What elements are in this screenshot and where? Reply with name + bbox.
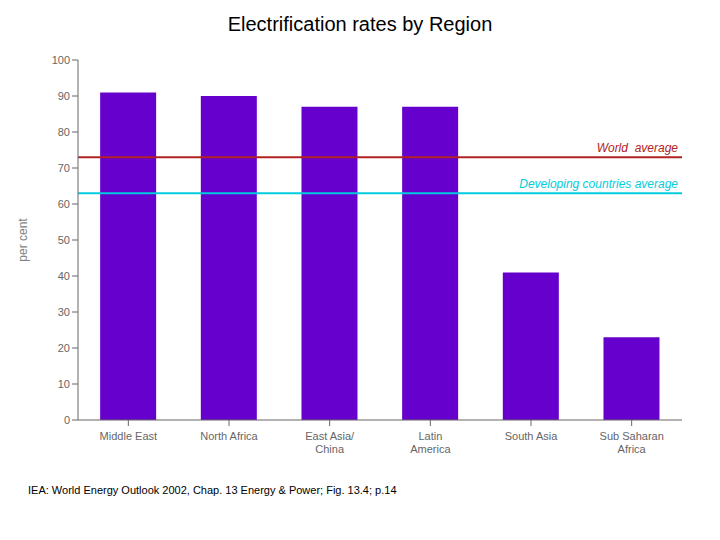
svg-text:LatinAmerica: LatinAmerica bbox=[410, 430, 451, 455]
svg-text:80: 80 bbox=[58, 126, 70, 138]
svg-text:10: 10 bbox=[58, 378, 70, 390]
svg-text:North Africa: North Africa bbox=[200, 430, 258, 442]
svg-text:70: 70 bbox=[58, 162, 70, 174]
svg-text:East Asia/China: East Asia/China bbox=[305, 430, 355, 455]
svg-text:100: 100 bbox=[52, 54, 70, 66]
svg-text:South Asia: South Asia bbox=[505, 430, 558, 442]
svg-text:0: 0 bbox=[64, 414, 70, 426]
svg-text:60: 60 bbox=[58, 198, 70, 210]
svg-text:Developing countries average: Developing countries average bbox=[519, 177, 678, 191]
html-text:IEA: World Energy Outlook 2002: IEA: World Energy Outlook 2002, Chap. 13… bbox=[28, 484, 397, 496]
html-text:Electrification rates by Regio: Electrification rates by Region bbox=[227, 13, 493, 35]
svg-text:40: 40 bbox=[58, 270, 70, 282]
svg-text:90: 90 bbox=[58, 90, 70, 102]
svg-text:50: 50 bbox=[58, 234, 70, 246]
svg-text:30: 30 bbox=[58, 306, 70, 318]
svg-text:20: 20 bbox=[58, 342, 70, 354]
svg-text:Sub SaharanAfrica: Sub SaharanAfrica bbox=[600, 430, 664, 455]
svg-text:Middle East: Middle East bbox=[100, 430, 157, 442]
svg-text:World average: World average bbox=[597, 141, 679, 155]
svg-text:per cent: per cent bbox=[16, 218, 30, 262]
